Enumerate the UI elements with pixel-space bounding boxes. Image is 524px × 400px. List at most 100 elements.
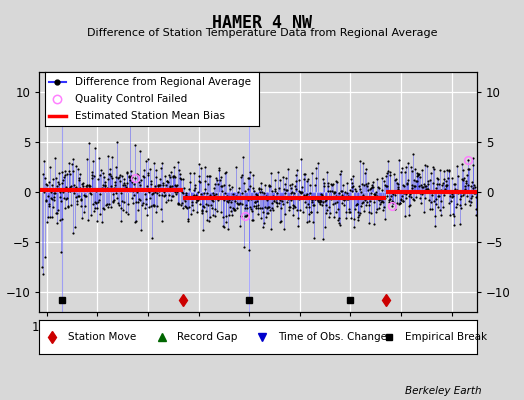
- Point: [448, 190, 456, 197]
- Point: [301, 204, 310, 211]
- Point: [394, 186, 402, 192]
- Point: [193, 209, 202, 216]
- Point: [163, 186, 171, 192]
- Point: [362, 202, 370, 208]
- Point: [373, 206, 381, 212]
- Point: [39, 271, 47, 277]
- Point: [129, 191, 138, 198]
- Point: [272, 200, 281, 206]
- Point: [248, 216, 256, 223]
- Point: [415, 182, 423, 189]
- Point: [335, 190, 343, 196]
- Point: [376, 195, 384, 202]
- Point: [326, 210, 334, 216]
- Point: [132, 198, 140, 205]
- Point: [386, 196, 395, 202]
- Point: [303, 219, 312, 226]
- Point: [437, 187, 445, 194]
- Point: [204, 202, 213, 208]
- Point: [217, 209, 226, 215]
- Point: [348, 172, 357, 179]
- Point: [466, 202, 474, 208]
- Point: [371, 192, 379, 198]
- Point: [267, 204, 276, 211]
- Point: [181, 190, 190, 196]
- Point: [443, 182, 452, 188]
- Point: [105, 200, 114, 207]
- Point: [261, 182, 269, 188]
- Point: [359, 160, 367, 166]
- Point: [180, 196, 188, 203]
- Point: [355, 210, 364, 216]
- Point: [303, 176, 312, 182]
- Point: [359, 199, 368, 205]
- Point: [465, 166, 474, 172]
- Point: [227, 196, 236, 202]
- Point: [283, 187, 291, 193]
- Point: [61, 172, 69, 178]
- Point: [452, 204, 460, 210]
- Point: [361, 197, 369, 204]
- Point: [454, 188, 463, 194]
- Point: [49, 176, 58, 182]
- Point: [411, 194, 420, 200]
- Point: [79, 183, 88, 189]
- Point: [461, 182, 469, 189]
- Point: [410, 183, 419, 189]
- Point: [317, 198, 325, 204]
- Point: [142, 200, 150, 207]
- Point: [445, 200, 453, 206]
- Point: [223, 193, 232, 199]
- Point: [319, 176, 327, 183]
- Point: [325, 214, 333, 220]
- Point: [38, 171, 47, 178]
- Point: [441, 188, 449, 194]
- Point: [212, 175, 220, 182]
- Point: [116, 190, 125, 196]
- Point: [53, 220, 62, 226]
- Point: [269, 196, 278, 202]
- Point: [394, 181, 402, 188]
- Point: [239, 154, 247, 160]
- Point: [461, 201, 469, 207]
- Point: [94, 154, 103, 161]
- Point: [298, 189, 307, 195]
- Point: [325, 188, 334, 194]
- Point: [127, 168, 135, 175]
- Point: [159, 182, 168, 188]
- Point: [60, 173, 68, 180]
- Point: [48, 196, 56, 202]
- Point: [278, 198, 286, 205]
- Point: [158, 192, 167, 198]
- Point: [209, 198, 217, 204]
- Point: [114, 202, 123, 208]
- Point: [365, 208, 373, 215]
- Point: [406, 202, 414, 208]
- Point: [292, 186, 301, 192]
- Point: [139, 174, 148, 180]
- Point: [228, 212, 236, 218]
- Point: [87, 211, 95, 218]
- Point: [421, 195, 430, 201]
- Point: [261, 214, 270, 220]
- Point: [98, 185, 106, 191]
- Point: [103, 152, 112, 159]
- Point: [50, 190, 58, 196]
- Point: [82, 156, 91, 162]
- Point: [162, 198, 170, 205]
- Point: [206, 173, 214, 180]
- Point: [455, 187, 463, 194]
- Point: [50, 197, 59, 204]
- Point: [196, 190, 205, 197]
- Point: [59, 189, 68, 196]
- Point: [57, 198, 66, 204]
- Point: [297, 189, 305, 195]
- Point: [137, 177, 145, 184]
- Text: Quality Control Failed: Quality Control Failed: [74, 94, 187, 104]
- Point: [308, 170, 316, 176]
- Point: [309, 202, 318, 208]
- Point: [155, 188, 163, 194]
- Point: [194, 189, 202, 195]
- Text: Estimated Station Mean Bias: Estimated Station Mean Bias: [74, 111, 225, 121]
- Point: [246, 169, 254, 176]
